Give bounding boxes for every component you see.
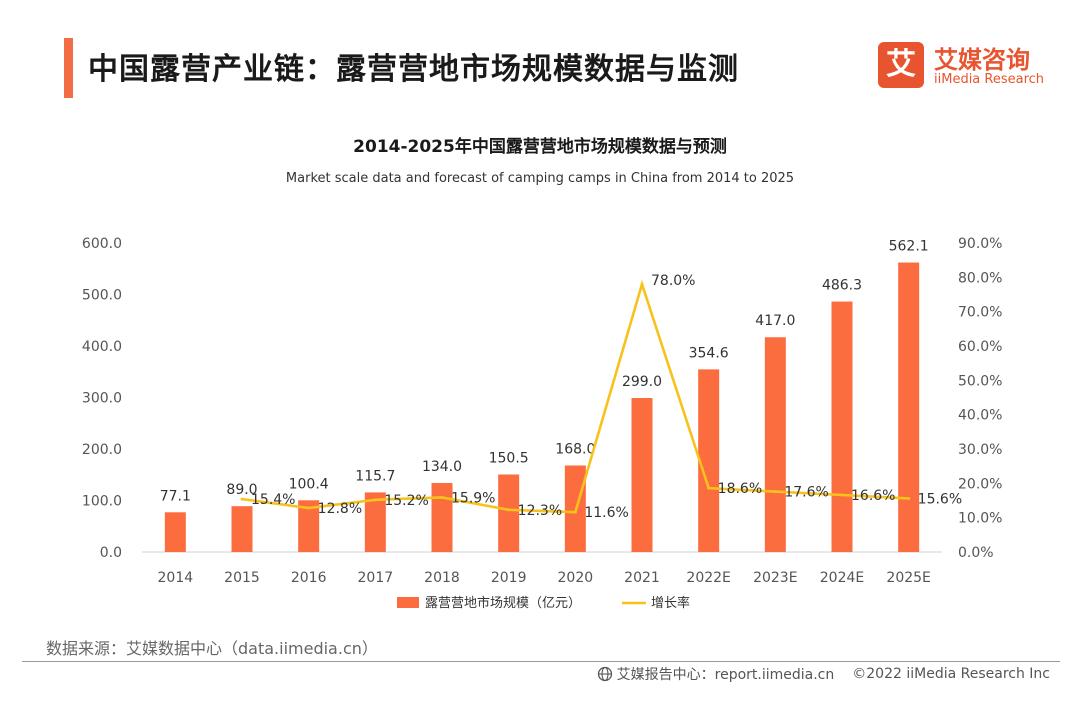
x-tick-label: 2021 (624, 570, 660, 586)
globe-icon (597, 666, 613, 682)
market-scale-chart: 2014-2025年中国露营营地市场规模数据与预测 Market scale da… (82, 136, 1003, 611)
bar (298, 500, 320, 552)
page-title: 中国露营产业链：露营营地市场规模数据与监测 (88, 52, 739, 87)
growth-rate-point (640, 282, 644, 286)
bar (698, 369, 720, 552)
y-right-tick-label: 80.0% (958, 270, 1002, 286)
y-right-tick-label: 10.0% (958, 511, 1002, 527)
bar (631, 398, 653, 552)
growth-rate-label: 12.8% (318, 501, 362, 517)
bar (364, 492, 386, 552)
growth-rate-label: 78.0% (651, 273, 695, 289)
x-tick-label: 2022E (686, 570, 730, 586)
x-tick-label: 2018 (424, 570, 460, 586)
bar-value-label: 77.1 (160, 488, 191, 504)
y-left-tick-label: 500.0 (82, 288, 122, 304)
y-right-tick-label: 30.0% (958, 442, 1002, 458)
growth-rate-label: 11.6% (584, 505, 628, 521)
growth-rate-point (907, 496, 911, 500)
bar-value-label: 89.0 (226, 482, 257, 498)
x-tick-label: 2017 (358, 570, 394, 586)
y-left-tick-label: 400.0 (82, 339, 122, 355)
chart-subtitle: Market scale data and forecast of campin… (286, 171, 794, 186)
iimedia-logo: 艾 艾媒咨询 iiMedia Research (878, 40, 1048, 92)
logo-name-cn: 艾媒咨询 (934, 46, 1030, 74)
growth-rate-point (707, 486, 711, 490)
y-left-tick-label: 100.0 (82, 494, 122, 510)
bar (898, 262, 920, 552)
growth-rate-label: 18.6% (718, 481, 762, 497)
x-tick-label: 2015 (224, 570, 260, 586)
growth-rate-point (373, 498, 377, 502)
growth-rate-label: 15.4% (251, 492, 295, 508)
y-right-tick-label: 90.0% (958, 236, 1002, 252)
growth-rate-point (307, 506, 311, 510)
logo-name-en: iiMedia Research (934, 72, 1045, 87)
bar (431, 482, 453, 552)
bar (231, 506, 253, 552)
footer-divider (22, 661, 1060, 662)
y-right-tick-label: 0.0% (958, 545, 994, 561)
growth-rate-label: 15.2% (384, 493, 428, 509)
y-right-tick-label: 40.0% (958, 408, 1002, 424)
bar (764, 337, 786, 552)
bar-value-label: 299.0 (622, 374, 662, 390)
bar-value-label: 100.4 (289, 476, 329, 492)
copyright: ©2022 iiMedia Research Inc (852, 666, 1050, 682)
y-right-tick-label: 50.0% (958, 373, 1002, 389)
bar-value-label: 150.5 (489, 450, 529, 466)
growth-rate-point (773, 490, 777, 494)
logo-mark: 艾 (878, 42, 924, 88)
chart-title: 2014-2025年中国露营营地市场规模数据与预测 (353, 136, 727, 157)
x-tick-label: 2019 (491, 570, 527, 586)
x-tick-label: 2016 (291, 570, 327, 586)
bar (831, 301, 853, 552)
report-site: 艾媒报告中心：report.iimedia.cn (616, 667, 835, 683)
growth-rate-point (440, 495, 444, 499)
bar-value-label: 354.6 (689, 345, 729, 361)
bar-value-label: 134.0 (422, 459, 462, 475)
bar-value-label: 562.1 (889, 239, 929, 255)
legend-label-line: 增长率 (651, 595, 690, 611)
y-right-tick-label: 20.0% (958, 476, 1002, 492)
growth-rate-point (507, 508, 511, 512)
growth-rate-point (240, 497, 244, 501)
growth-rate-label: 15.9% (451, 490, 495, 506)
y-left-tick-label: 600.0 (82, 236, 122, 252)
growth-rate-label: 16.6% (851, 488, 895, 504)
y-right-tick-label: 60.0% (958, 339, 1002, 355)
x-tick-label: 2024E (820, 570, 864, 586)
y-left-tick-label: 300.0 (82, 391, 122, 407)
bar-value-label: 486.3 (822, 278, 862, 294)
growth-rate-label: 15.6% (918, 491, 962, 507)
legend-swatch-bar (397, 597, 419, 608)
x-tick-label: 2014 (158, 570, 194, 586)
x-tick-label: 2025E (886, 570, 930, 586)
bar-value-label: 417.0 (755, 313, 795, 329)
bar-value-label: 168.0 (555, 441, 595, 457)
title-accent-bar (64, 38, 73, 98)
footer: 艾媒报告中心：report.iimedia.cn ©2022 iiMedia R… (597, 664, 1050, 684)
growth-rate-point (573, 510, 577, 514)
bar (498, 474, 520, 552)
growth-rate-point (840, 493, 844, 497)
y-right-tick-label: 70.0% (958, 305, 1002, 321)
growth-rate-label: 12.3% (518, 503, 562, 519)
bar-value-label: 115.7 (355, 468, 395, 484)
growth-rate-label: 17.6% (784, 485, 828, 501)
x-tick-label: 2023E (753, 570, 797, 586)
y-left-tick-label: 200.0 (82, 442, 122, 458)
bar (164, 512, 186, 552)
y-left-tick-label: 0.0 (100, 545, 122, 561)
data-source: 数据来源：艾媒数据中心（data.iimedia.cn） (46, 639, 378, 658)
x-tick-label: 2020 (558, 570, 594, 586)
legend-label-bar: 露营营地市场规模（亿元） (425, 595, 581, 611)
